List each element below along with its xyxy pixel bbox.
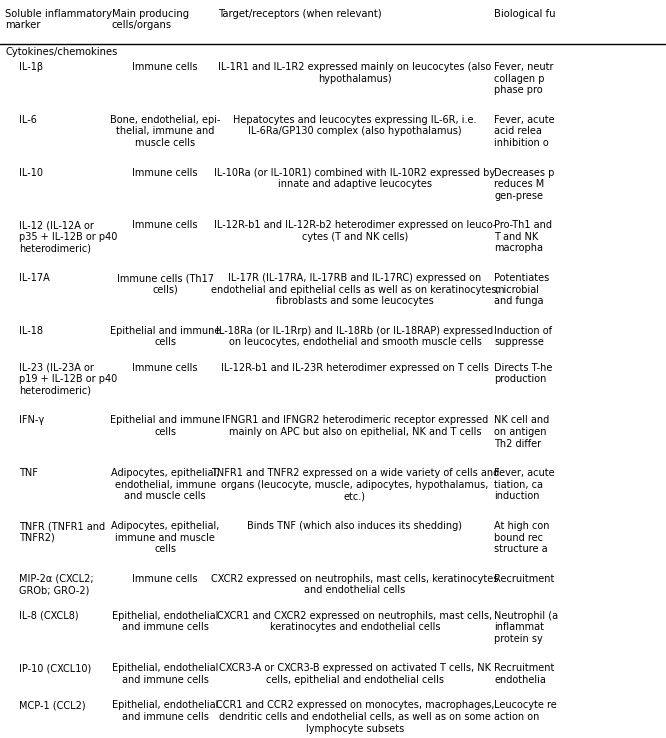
Text: IL-12R-b1 and IL-12R-b2 heterodimer expressed on leuco-
cytes (T and NK cells): IL-12R-b1 and IL-12R-b2 heterodimer expr… bbox=[214, 221, 496, 242]
Text: Immune cells: Immune cells bbox=[133, 62, 198, 72]
Text: Pro-Th1 and
T and NK
macropha: Pro-Th1 and T and NK macropha bbox=[494, 221, 552, 253]
Text: Neutrophil (a
inflammat
protein sy: Neutrophil (a inflammat protein sy bbox=[494, 611, 558, 644]
Text: IL-6: IL-6 bbox=[19, 114, 37, 125]
Text: Epithelial and immune
cells: Epithelial and immune cells bbox=[110, 326, 220, 348]
Text: Cytokines/chemokines: Cytokines/chemokines bbox=[5, 47, 118, 58]
Text: CCR1 and CCR2 expressed on monocytes, macrophages,
dendritic cells and endotheli: CCR1 and CCR2 expressed on monocytes, ma… bbox=[216, 700, 494, 734]
Text: IP-10 (CXCL10): IP-10 (CXCL10) bbox=[19, 663, 91, 674]
Text: IL-10Ra (or IL-10R1) combined with IL-10R2 expressed by
innate and adaptive leuc: IL-10Ra (or IL-10R1) combined with IL-10… bbox=[214, 168, 496, 189]
Text: Induction of
suppresse: Induction of suppresse bbox=[494, 326, 552, 348]
Text: Epithelial, endothelial
and immune cells: Epithelial, endothelial and immune cells bbox=[112, 663, 218, 685]
Text: IL-12R-b1 and IL-23R heterodimer expressed on T cells: IL-12R-b1 and IL-23R heterodimer express… bbox=[221, 363, 489, 373]
Text: Directs T-he
production: Directs T-he production bbox=[494, 363, 553, 384]
Text: MCP-1 (CCL2): MCP-1 (CCL2) bbox=[19, 700, 85, 711]
Text: Adipocytes, epithelial,
endothelial, immune
and muscle cells: Adipocytes, epithelial, endothelial, imm… bbox=[111, 469, 219, 501]
Text: Adipocytes, epithelial,
immune and muscle
cells: Adipocytes, epithelial, immune and muscl… bbox=[111, 521, 219, 554]
Text: At high con
bound rec
structure a: At high con bound rec structure a bbox=[494, 521, 549, 554]
Text: TNF: TNF bbox=[19, 469, 37, 478]
Text: TNFR (TNFR1 and
TNFR2): TNFR (TNFR1 and TNFR2) bbox=[19, 521, 105, 542]
Text: NK cell and
on antigen
Th2 differ: NK cell and on antigen Th2 differ bbox=[494, 415, 549, 449]
Text: IFNGR1 and IFNGR2 heterodimeric receptor expressed
mainly on APC but also on epi: IFNGR1 and IFNGR2 heterodimeric receptor… bbox=[222, 415, 488, 437]
Text: IL-10: IL-10 bbox=[19, 168, 43, 178]
Text: IL-1R1 and IL-1R2 expressed mainly on leucocytes (also
hypothalamus): IL-1R1 and IL-1R2 expressed mainly on le… bbox=[218, 62, 492, 83]
Text: IL-12 (IL-12A or
p35 + IL-12B or p40
heterodimeric): IL-12 (IL-12A or p35 + IL-12B or p40 het… bbox=[19, 221, 117, 253]
Text: Biological fu: Biological fu bbox=[494, 9, 555, 19]
Text: Fever, acute
acid relea
inhibition o: Fever, acute acid relea inhibition o bbox=[494, 114, 555, 148]
Text: Immune cells: Immune cells bbox=[133, 168, 198, 178]
Text: Decreases p
reduces M
gen-prese: Decreases p reduces M gen-prese bbox=[494, 168, 555, 201]
Text: Fever, acute
tiation, ca
induction: Fever, acute tiation, ca induction bbox=[494, 469, 555, 501]
Text: Potentiates
microbial
and funga: Potentiates microbial and funga bbox=[494, 273, 549, 306]
Text: IL-1β: IL-1β bbox=[19, 62, 43, 72]
Text: Recruitment
endothelia: Recruitment endothelia bbox=[494, 663, 555, 685]
Text: Soluble inflammatory
marker: Soluble inflammatory marker bbox=[5, 9, 113, 30]
Text: Epithelial, endothelial
and immune cells: Epithelial, endothelial and immune cells bbox=[112, 700, 218, 722]
Text: Immune cells (Th17
cells): Immune cells (Th17 cells) bbox=[117, 273, 214, 294]
Text: IL-17A: IL-17A bbox=[19, 273, 49, 283]
Text: Main producing
cells/organs: Main producing cells/organs bbox=[112, 9, 189, 30]
Text: Epithelial and immune
cells: Epithelial and immune cells bbox=[110, 415, 220, 437]
Text: IL-18Ra (or IL-1Rrp) and IL-18Rb (or IL-18RAP) expressed
on leucocytes, endothel: IL-18Ra (or IL-1Rrp) and IL-18Rb (or IL-… bbox=[216, 326, 494, 348]
Text: CXCR1 and CXCR2 expressed on neutrophils, mast cells,
keratinocytes and endothel: CXCR1 and CXCR2 expressed on neutrophils… bbox=[217, 611, 493, 632]
Text: Immune cells: Immune cells bbox=[133, 363, 198, 373]
Text: Immune cells: Immune cells bbox=[133, 221, 198, 230]
Text: IL-8 (CXCL8): IL-8 (CXCL8) bbox=[19, 611, 79, 621]
Text: CXCR3-A or CXCR3-B expressed on activated T cells, NK
cells, epithelial and endo: CXCR3-A or CXCR3-B expressed on activate… bbox=[219, 663, 491, 685]
Text: Hepatocytes and leucocytes expressing IL-6R, i.e.
IL-6Ra/GP130 complex (also hyp: Hepatocytes and leucocytes expressing IL… bbox=[233, 114, 477, 137]
Text: Immune cells: Immune cells bbox=[133, 574, 198, 584]
Text: MIP-2α (CXCL2;
GROb; GRO-2): MIP-2α (CXCL2; GROb; GRO-2) bbox=[19, 574, 93, 596]
Text: Fever, neutr
collagen p
phase pro: Fever, neutr collagen p phase pro bbox=[494, 62, 553, 95]
Text: TNFR1 and TNFR2 expressed on a wide variety of cells and
organs (leucocyte, musc: TNFR1 and TNFR2 expressed on a wide vari… bbox=[211, 469, 499, 501]
Text: Recruitment: Recruitment bbox=[494, 574, 555, 584]
Text: Bone, endothelial, epi-
thelial, immune and
muscle cells: Bone, endothelial, epi- thelial, immune … bbox=[110, 114, 220, 148]
Text: Leucocyte re
action on: Leucocyte re action on bbox=[494, 700, 557, 722]
Text: Epithelial, endothelial
and immune cells: Epithelial, endothelial and immune cells bbox=[112, 611, 218, 632]
Text: IFN-γ: IFN-γ bbox=[19, 415, 44, 426]
Text: Target/receptors (when relevant): Target/receptors (when relevant) bbox=[218, 9, 382, 19]
Text: IL-17R (IL-17RA, IL-17RB and IL-17RC) expressed on
endothelial and epithelial ce: IL-17R (IL-17RA, IL-17RB and IL-17RC) ex… bbox=[210, 273, 500, 306]
Text: IL-18: IL-18 bbox=[19, 326, 43, 336]
Text: IL-23 (IL-23A or
p19 + IL-12B or p40
heterodimeric): IL-23 (IL-23A or p19 + IL-12B or p40 het… bbox=[19, 363, 117, 396]
Text: Binds TNF (which also induces its shedding): Binds TNF (which also induces its sheddi… bbox=[248, 521, 462, 531]
Text: CXCR2 expressed on neutrophils, mast cells, keratinocytes
and endothelial cells: CXCR2 expressed on neutrophils, mast cel… bbox=[211, 574, 499, 596]
